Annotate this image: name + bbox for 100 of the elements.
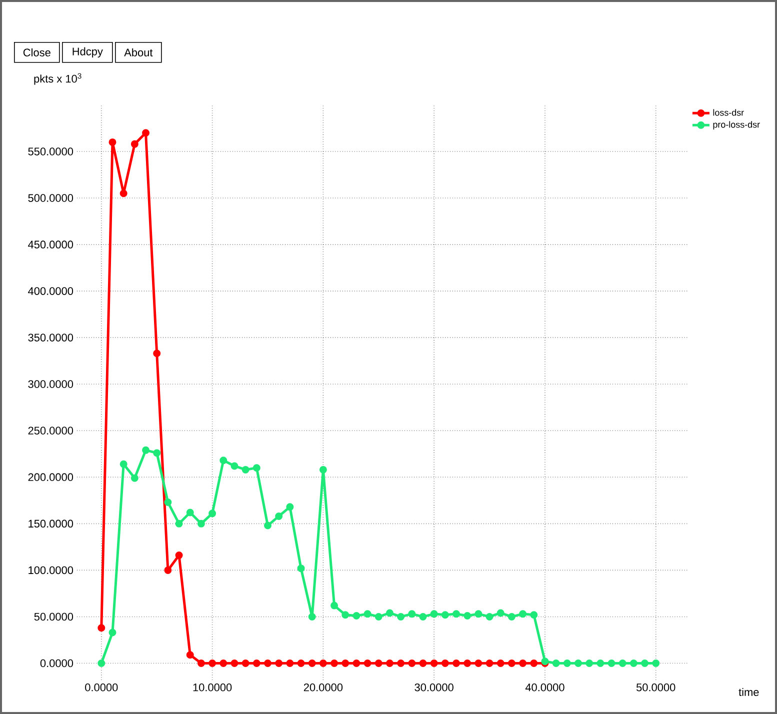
y-tick-label: 150.0000 bbox=[28, 520, 74, 528]
y-tick-label: 50.0000 bbox=[34, 612, 74, 621]
point bbox=[308, 659, 316, 667]
legend-label: loss-dsr bbox=[713, 109, 744, 116]
point bbox=[120, 190, 128, 198]
y-tick-label: 500.0000 bbox=[28, 194, 74, 202]
point bbox=[364, 610, 372, 618]
x-tick-label: 40.0000 bbox=[525, 684, 564, 692]
point bbox=[552, 659, 560, 667]
point bbox=[164, 566, 172, 574]
legend-label: pro-loss-dsr bbox=[713, 121, 760, 130]
point bbox=[330, 602, 338, 610]
point bbox=[208, 510, 216, 518]
y-tick-label: 200.0000 bbox=[28, 473, 74, 482]
point bbox=[342, 611, 350, 619]
point bbox=[130, 140, 138, 148]
y-tick-label: 400.0000 bbox=[28, 287, 74, 295]
point bbox=[563, 659, 571, 667]
point bbox=[286, 659, 294, 667]
point bbox=[464, 659, 472, 667]
point bbox=[319, 466, 327, 474]
point bbox=[186, 508, 194, 516]
point bbox=[419, 612, 427, 620]
point bbox=[486, 612, 494, 620]
y-tick-label: 100.0000 bbox=[28, 566, 74, 574]
point bbox=[220, 456, 228, 464]
point bbox=[419, 659, 427, 667]
point bbox=[641, 659, 649, 667]
point bbox=[374, 612, 382, 620]
y-tick-label: 250.0000 bbox=[28, 426, 74, 435]
point bbox=[352, 659, 360, 667]
point bbox=[618, 659, 626, 667]
point bbox=[430, 610, 438, 618]
point bbox=[175, 552, 183, 560]
point bbox=[408, 610, 416, 618]
point bbox=[108, 138, 116, 146]
point bbox=[519, 659, 527, 667]
point bbox=[242, 466, 250, 474]
point bbox=[474, 659, 482, 667]
point bbox=[98, 659, 106, 667]
point bbox=[408, 659, 416, 667]
point bbox=[286, 503, 294, 511]
y-axis-title: pkts x 10$^{3}$ bbox=[34, 73, 82, 85]
point bbox=[342, 659, 350, 667]
x-tick-label: 20.0000 bbox=[304, 684, 343, 692]
point bbox=[364, 659, 372, 667]
point bbox=[153, 449, 161, 457]
point bbox=[430, 659, 438, 667]
point bbox=[275, 512, 283, 520]
point bbox=[397, 612, 405, 620]
point bbox=[352, 612, 360, 620]
point bbox=[164, 498, 172, 506]
point bbox=[220, 659, 228, 667]
point bbox=[496, 659, 504, 667]
point bbox=[452, 610, 460, 618]
point bbox=[308, 612, 316, 620]
point bbox=[297, 659, 305, 667]
point bbox=[197, 520, 205, 528]
point bbox=[474, 610, 482, 618]
point bbox=[441, 611, 449, 619]
point bbox=[108, 628, 116, 636]
text: Close bbox=[23, 48, 50, 56]
point bbox=[386, 659, 394, 667]
point bbox=[630, 659, 638, 667]
point bbox=[452, 659, 460, 667]
point bbox=[464, 612, 472, 620]
text: Hdcpy bbox=[72, 47, 103, 58]
point bbox=[386, 609, 394, 617]
point bbox=[508, 612, 516, 620]
point bbox=[264, 522, 272, 530]
point bbox=[530, 611, 538, 619]
point bbox=[230, 659, 238, 667]
point bbox=[652, 659, 660, 667]
point bbox=[519, 610, 527, 618]
point bbox=[142, 446, 150, 454]
y-tick-label: 0.0000 bbox=[40, 659, 74, 668]
point bbox=[330, 659, 338, 667]
point bbox=[120, 460, 128, 468]
y-tick-label: 450.0000 bbox=[28, 240, 74, 248]
point bbox=[142, 129, 150, 137]
x-tick-label: 50.0000 bbox=[636, 684, 676, 692]
x-tick-label: 30.0000 bbox=[414, 684, 454, 692]
y-tick-label: 350.0000 bbox=[28, 334, 74, 342]
point bbox=[252, 464, 260, 472]
point bbox=[153, 350, 161, 358]
point bbox=[297, 564, 305, 572]
point bbox=[275, 659, 283, 667]
point bbox=[486, 659, 494, 667]
point bbox=[574, 659, 582, 667]
point bbox=[98, 624, 106, 632]
x-tick-label: 10.0000 bbox=[193, 684, 232, 692]
point bbox=[397, 659, 405, 667]
x-axis-title: time bbox=[738, 688, 759, 696]
point bbox=[608, 659, 616, 667]
point bbox=[586, 659, 594, 667]
x-tick-label: 0.0000 bbox=[85, 684, 118, 692]
point bbox=[175, 520, 183, 528]
point bbox=[130, 474, 138, 482]
y-tick-label: 550.0000 bbox=[28, 148, 74, 156]
point bbox=[242, 659, 250, 667]
